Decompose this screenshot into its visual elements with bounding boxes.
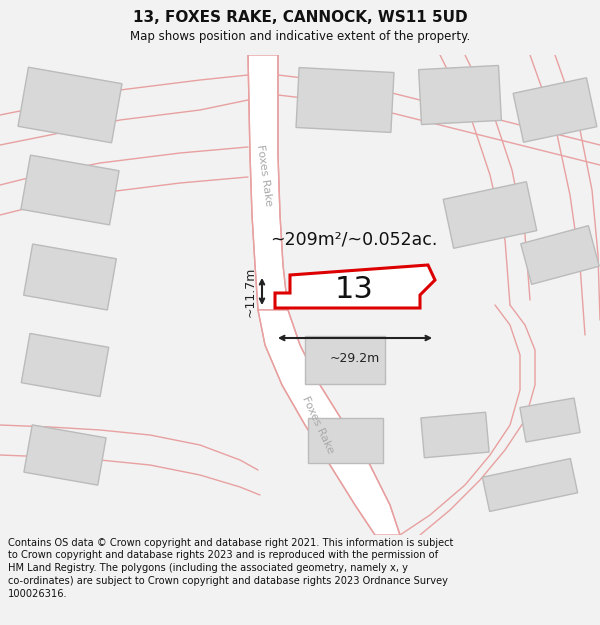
Text: Foxes Rake: Foxes Rake	[301, 395, 335, 455]
Text: 13: 13	[335, 275, 374, 304]
Polygon shape	[520, 398, 580, 442]
Polygon shape	[21, 155, 119, 225]
Text: ~29.2m: ~29.2m	[330, 352, 380, 365]
Polygon shape	[275, 265, 435, 308]
Polygon shape	[419, 66, 502, 124]
Polygon shape	[296, 68, 394, 132]
Polygon shape	[23, 244, 116, 310]
Polygon shape	[18, 68, 122, 142]
Polygon shape	[248, 55, 288, 310]
Polygon shape	[443, 182, 537, 248]
Text: Foxes Rake: Foxes Rake	[255, 144, 273, 206]
Polygon shape	[482, 459, 578, 511]
Polygon shape	[24, 425, 106, 485]
Text: ~11.7m: ~11.7m	[244, 266, 257, 317]
Text: Contains OS data © Crown copyright and database right 2021. This information is : Contains OS data © Crown copyright and d…	[8, 538, 453, 599]
Polygon shape	[421, 412, 489, 458]
Polygon shape	[21, 333, 109, 397]
Text: Map shows position and indicative extent of the property.: Map shows position and indicative extent…	[130, 30, 470, 43]
Polygon shape	[305, 336, 385, 384]
Polygon shape	[258, 310, 400, 535]
Polygon shape	[513, 78, 597, 142]
Text: ~209m²/~0.052ac.: ~209m²/~0.052ac.	[270, 231, 437, 249]
Text: 13, FOXES RAKE, CANNOCK, WS11 5UD: 13, FOXES RAKE, CANNOCK, WS11 5UD	[133, 10, 467, 25]
Polygon shape	[521, 226, 599, 284]
Polygon shape	[308, 418, 383, 462]
